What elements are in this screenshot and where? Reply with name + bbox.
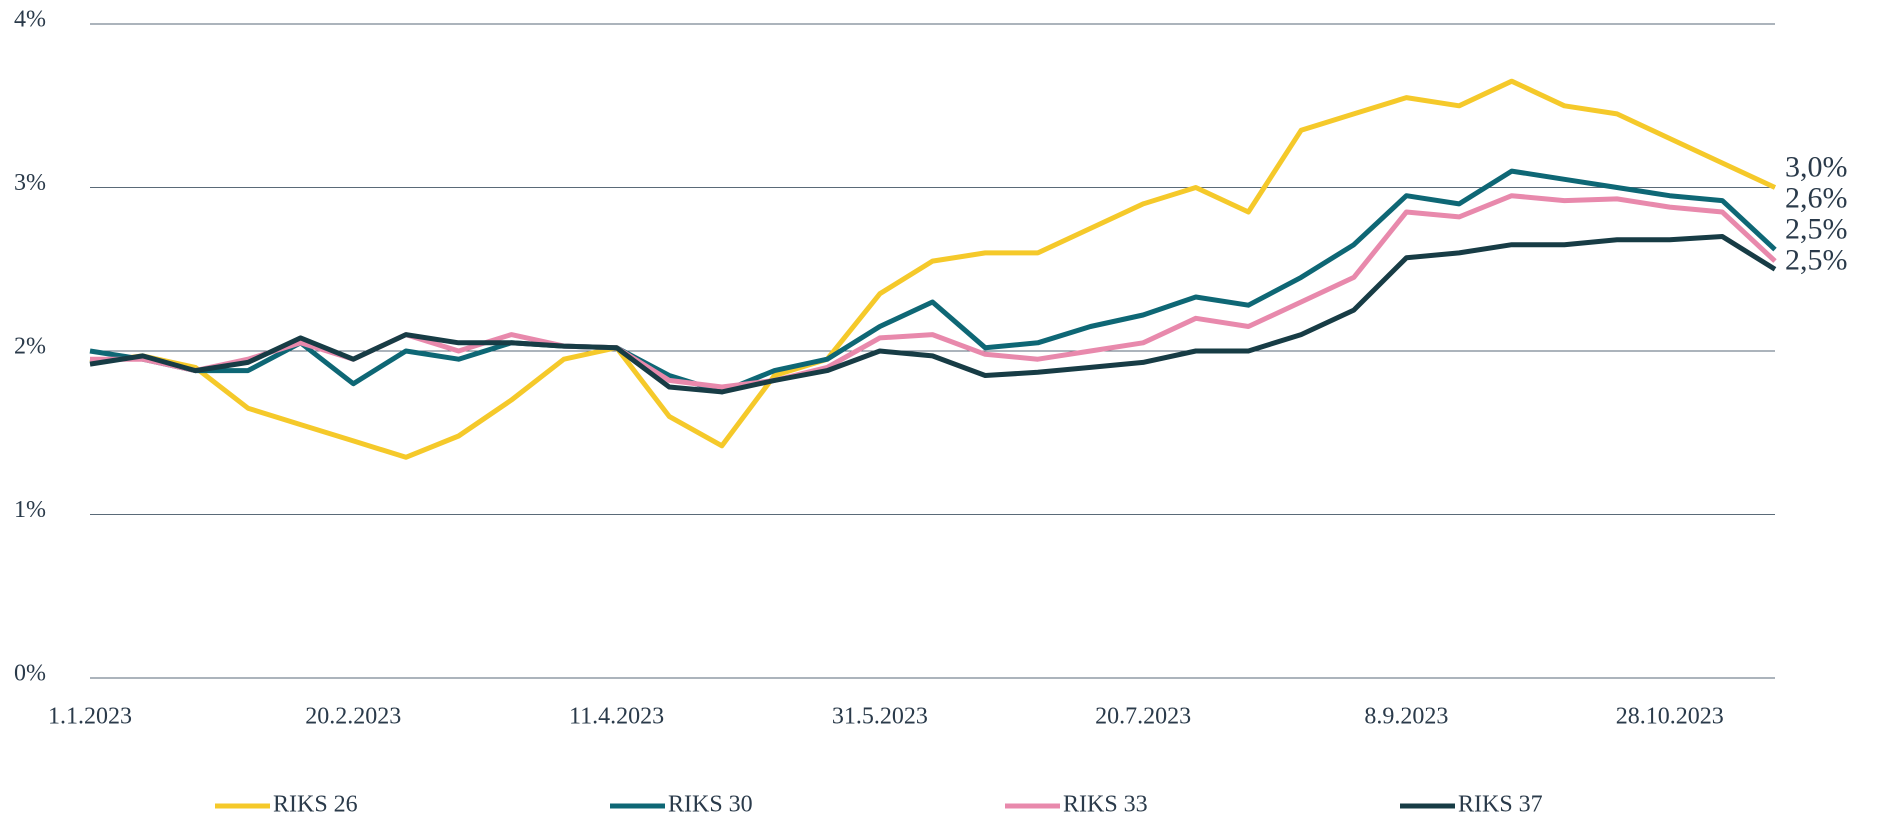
x-tick-label: 20.7.2023 [1095,704,1191,730]
end-label: 2,5% [1785,243,1848,276]
legend-label: RIKS 33 [1063,792,1148,818]
x-tick-label: 31.5.2023 [832,704,928,730]
end-label: 3,0% [1785,150,1848,183]
legend-label: RIKS 37 [1458,792,1543,818]
end-label: 2,6% [1785,181,1848,214]
y-tick-label: 0% [14,661,46,687]
x-tick-label: 20.2.2023 [305,704,401,730]
y-tick-label: 4% [14,7,46,33]
legend-label: RIKS 26 [273,792,358,818]
end-label: 2,5% [1785,212,1848,245]
x-tick-label: 1.1.2023 [48,704,132,730]
series-line [89,168,1777,395]
legend-label: RIKS 30 [668,792,753,818]
y-tick-label: 1% [14,497,46,523]
x-tick-label: 11.4.2023 [569,704,664,730]
y-tick-label: 3% [14,170,46,196]
series-line [89,234,1777,395]
x-tick-label: 8.9.2023 [1364,704,1448,730]
x-tick-label: 28.10.2023 [1616,704,1724,730]
series-line [89,78,1777,460]
y-tick-label: 2% [14,334,46,360]
